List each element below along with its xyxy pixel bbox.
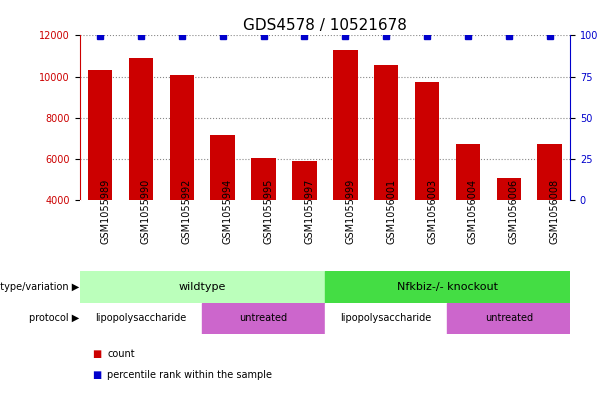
Text: untreated: untreated <box>485 313 533 323</box>
Text: ■: ■ <box>92 349 101 359</box>
Text: GSM1055995: GSM1055995 <box>264 178 273 244</box>
Text: wildtype: wildtype <box>178 282 226 292</box>
Text: percentile rank within the sample: percentile rank within the sample <box>107 370 272 380</box>
Bar <box>210 136 235 283</box>
Bar <box>325 303 447 334</box>
Title: GDS4578 / 10521678: GDS4578 / 10521678 <box>243 18 407 33</box>
Bar <box>455 144 480 283</box>
Text: genotype/variation ▶: genotype/variation ▶ <box>0 282 80 292</box>
Text: lipopolysaccharide: lipopolysaccharide <box>341 313 432 323</box>
Bar <box>202 303 325 334</box>
Text: lipopolysaccharide: lipopolysaccharide <box>96 313 186 323</box>
Text: Nfkbiz-/- knockout: Nfkbiz-/- knockout <box>397 282 498 292</box>
Bar <box>292 161 317 283</box>
Text: GSM1056001: GSM1056001 <box>386 178 396 244</box>
Text: GSM1055989: GSM1055989 <box>100 178 110 244</box>
Bar <box>374 65 398 283</box>
Text: GSM1055999: GSM1055999 <box>345 178 356 244</box>
Bar <box>538 144 562 283</box>
Text: GSM1055990: GSM1055990 <box>141 178 151 244</box>
Bar <box>88 70 112 283</box>
Text: protocol ▶: protocol ▶ <box>29 313 80 323</box>
Text: ■: ■ <box>92 370 101 380</box>
Bar <box>333 50 357 283</box>
Bar <box>415 82 440 283</box>
Text: GSM1055997: GSM1055997 <box>305 178 314 244</box>
Bar <box>497 178 521 283</box>
Text: untreated: untreated <box>240 313 287 323</box>
Text: GSM1056006: GSM1056006 <box>509 178 519 244</box>
Bar <box>80 303 202 334</box>
Text: GSM1055994: GSM1055994 <box>223 178 233 244</box>
Text: GSM1055992: GSM1055992 <box>182 178 192 244</box>
Text: GSM1056008: GSM1056008 <box>550 178 560 244</box>
Bar <box>80 271 325 303</box>
Bar <box>129 58 153 283</box>
Text: GSM1056004: GSM1056004 <box>468 178 478 244</box>
Bar <box>170 75 194 283</box>
Bar <box>447 303 570 334</box>
Text: count: count <box>107 349 135 359</box>
Bar <box>251 158 276 283</box>
Text: GSM1056003: GSM1056003 <box>427 178 437 244</box>
Bar <box>325 271 570 303</box>
